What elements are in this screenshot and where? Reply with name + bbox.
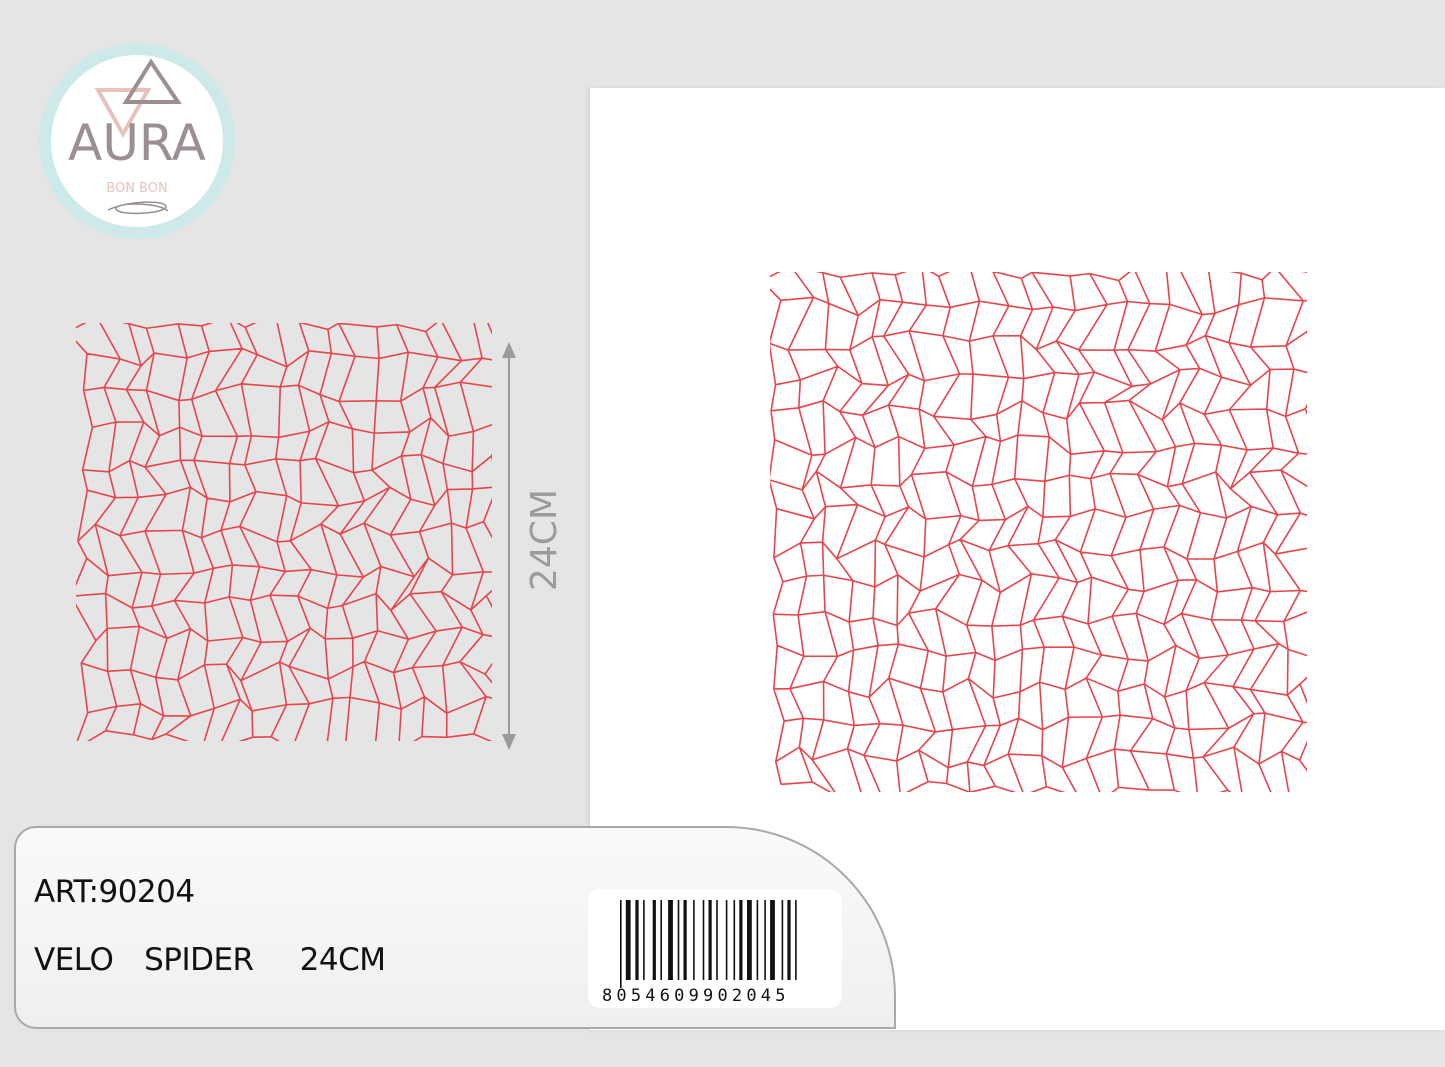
barcode-bar [677,900,680,980]
barcode-bar [702,900,705,980]
dimension-label: 24CM [524,488,565,591]
product-description: VELO SPIDER 24CM [34,942,386,978]
barcode-bar [625,900,631,980]
barcode-bar [668,900,673,980]
logo-subtitle: BON BON [106,181,167,196]
barcode-bar [787,900,791,980]
barcode-bar [620,900,622,988]
barcode-bar [795,900,797,980]
dimension-arrow-icon [502,342,516,750]
barcode: 8054609902045 [588,889,842,1008]
net-image-large [770,272,1307,792]
barcode-bar [652,900,656,980]
brand-logo: AURA BON BON [38,42,236,240]
barcode-bar [770,900,775,980]
net-mesh [770,272,1307,792]
net-mesh [76,323,492,741]
barcode-bar [733,900,736,980]
barcode-bar [756,900,759,980]
barcode-bar [781,900,784,980]
barcode-bar [708,900,712,980]
barcode-bar [764,900,766,980]
barcode-bar [725,900,728,980]
barcode-digits: 8054609902045 [602,986,790,1006]
barcode-bar [660,900,662,980]
barcode-bar [716,900,718,980]
barcode-bar [683,900,687,980]
article-number: ART:90204 [34,874,195,910]
barcode-bar [635,900,639,980]
net-image-small [76,323,492,741]
barcode-bar [747,900,752,980]
logo-wordmark: AURA [68,114,206,172]
barcode-bar [643,900,645,980]
barcode-bar [693,900,695,980]
barcode-bar [739,900,743,980]
